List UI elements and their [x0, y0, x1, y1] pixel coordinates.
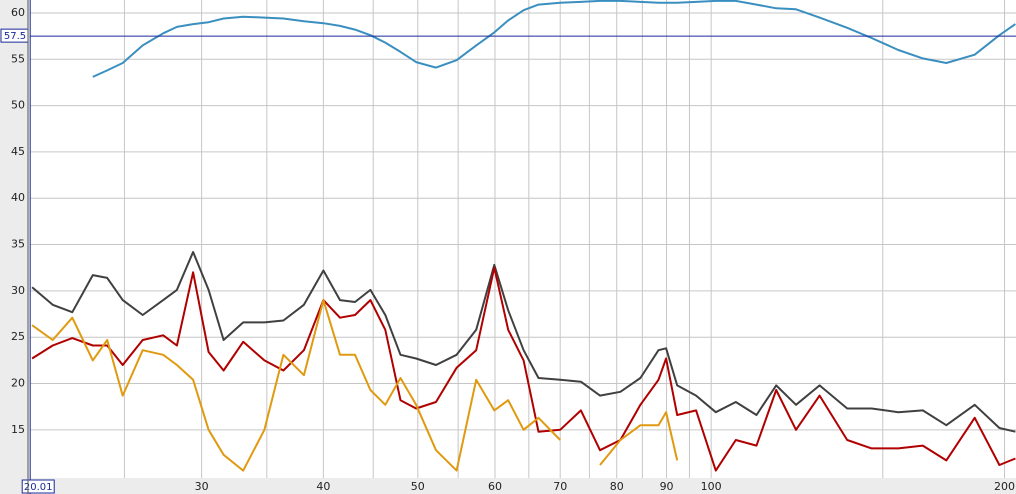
x-axis-panel [0, 478, 1016, 494]
x-tick-label: 100 [701, 480, 722, 493]
y-tick-label: 45 [11, 145, 25, 158]
x-tick-label: 70 [553, 480, 567, 493]
series-line [31, 266, 1016, 472]
y-tick-label: 40 [11, 191, 25, 204]
x-tick-label: 60 [488, 480, 502, 493]
y-tick-label: 50 [11, 99, 25, 112]
y-tick-label: 25 [11, 330, 25, 343]
y-tick-label: 35 [11, 238, 25, 251]
y-tick-label: 30 [11, 284, 25, 297]
plot-area [30, 0, 1016, 478]
y-tick-label: 15 [11, 423, 25, 436]
grid [30, 0, 1016, 478]
x-tick-label: 40 [316, 480, 330, 493]
series-line [31, 251, 1016, 433]
y-axis-panel [0, 0, 30, 494]
x-tick-label: 30 [195, 480, 209, 493]
y-tick-label: 60 [11, 6, 25, 19]
x-tick-label: 50 [411, 480, 425, 493]
y-tick-label: 55 [11, 52, 25, 65]
x-tick-label: 200 [994, 480, 1015, 493]
series-line [92, 0, 1016, 78]
x-tick-label: 80 [610, 480, 624, 493]
y-tick-label: 20 [11, 377, 25, 390]
cursor-x-box [21, 479, 55, 494]
cursor-y-label: 57.5 [4, 31, 26, 42]
x-tick-label: 90 [660, 480, 674, 493]
cursor-x-label: 20.01 [24, 482, 53, 493]
series-lines [30, 0, 1016, 472]
